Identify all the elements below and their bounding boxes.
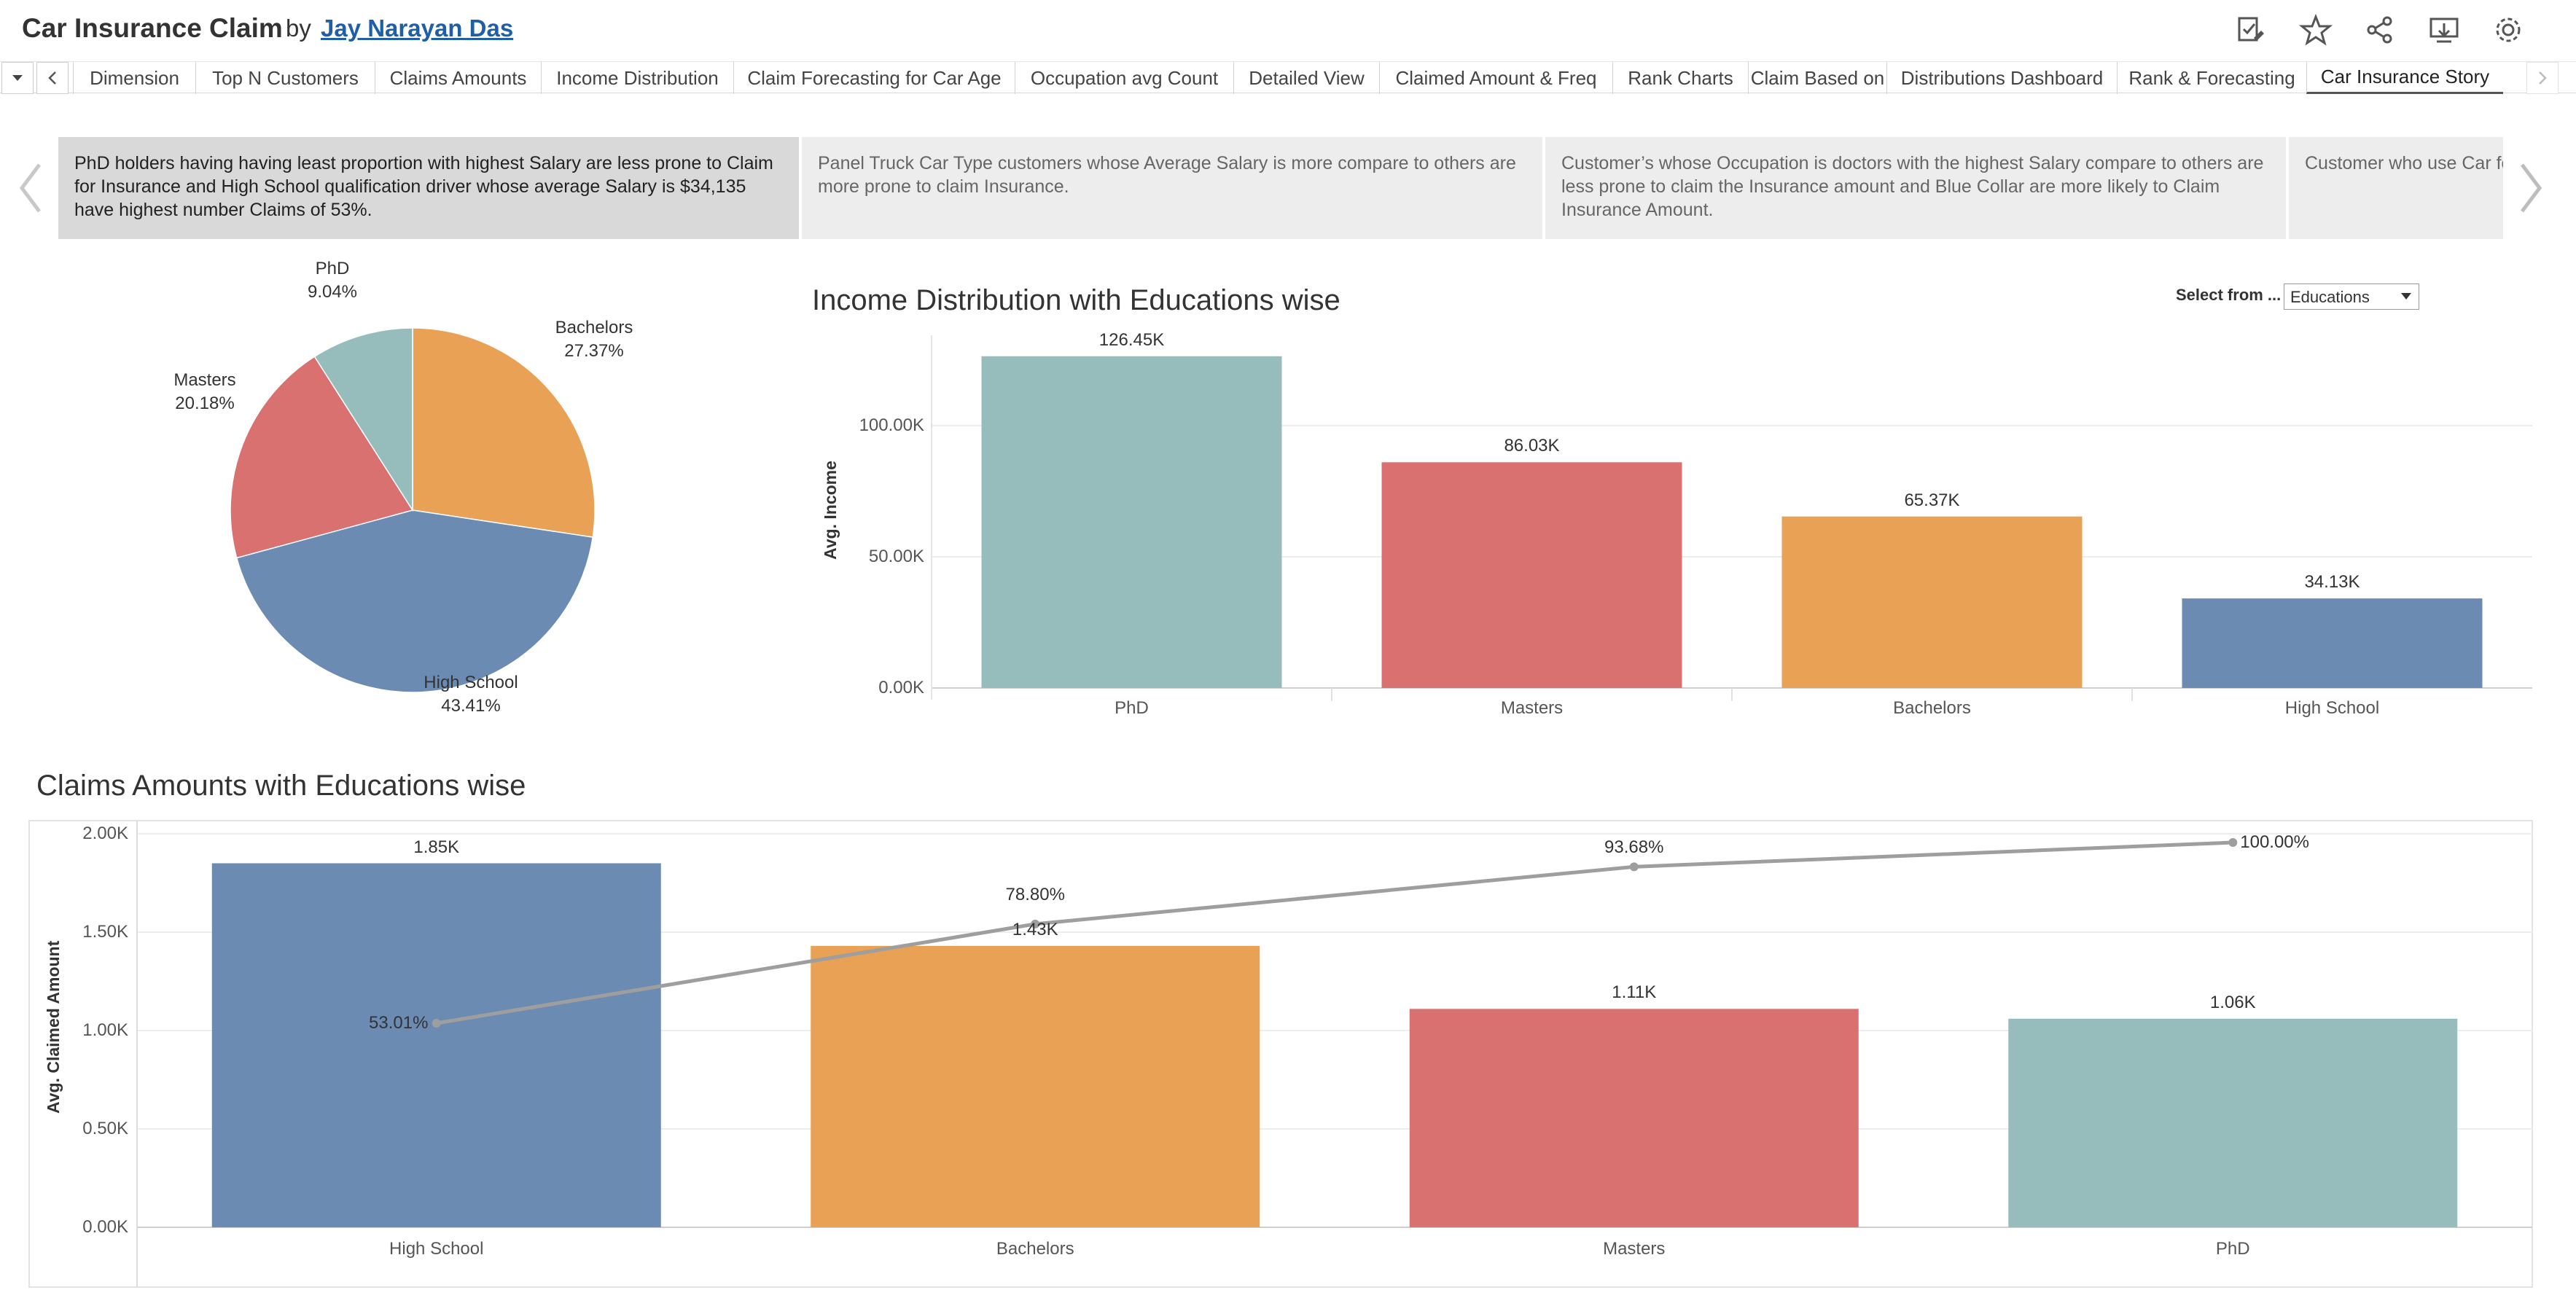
chevron-right-icon — [2539, 71, 2547, 85]
claims-line-point[interactable] — [2228, 838, 2238, 847]
story-point-3[interactable]: Customer’s whose Occupation is doctors w… — [1545, 137, 2286, 239]
dropdown-caret-icon — [2401, 293, 2411, 300]
income-value-phd: 126.45K — [1098, 329, 1165, 350]
education-filter-dropdown[interactable]: Educations — [2284, 284, 2419, 310]
tab-scroll-right[interactable] — [2526, 62, 2559, 94]
story-next-arrow[interactable] — [2516, 159, 2545, 217]
claims-y-tick: 0.00K — [82, 1217, 128, 1237]
claims-x-label-masters: Masters — [1603, 1239, 1666, 1259]
tab-distributions-dashboard[interactable]: Distributions Dashboard — [1886, 62, 2117, 94]
pie-slice-bachelors[interactable] — [412, 327, 596, 538]
claims-bar-bachelors[interactable] — [811, 945, 1260, 1227]
tab-occupation-avg-count[interactable]: Occupation avg Count — [1015, 62, 1233, 94]
pie-label-high-school: High School — [424, 673, 518, 692]
tab-detailed-view[interactable]: Detailed View — [1233, 62, 1379, 94]
income-value-masters: 86.03K — [1504, 436, 1560, 456]
story-point-1[interactable]: PhD holders having having least proporti… — [58, 137, 799, 239]
edit-copy-icon[interactable] — [2233, 13, 2267, 47]
pie-label-phd: PhD — [315, 259, 350, 278]
claims-line-point[interactable] — [1629, 862, 1639, 872]
income-x-label-high-school: High School — [2284, 698, 2380, 718]
income-y-axis-title: Avg. Income — [821, 461, 840, 560]
settings-icon[interactable] — [2491, 13, 2525, 47]
pie-label-bachelors: Bachelors — [555, 318, 633, 337]
pie-slice-phd[interactable] — [313, 327, 413, 512]
author-link[interactable]: Jay Narayan Das — [321, 15, 514, 42]
income-bar-high-school[interactable] — [2182, 598, 2483, 688]
tab-car-insurance-story[interactable]: Car Insurance Story — [2306, 62, 2503, 94]
star-icon[interactable] — [2298, 13, 2333, 47]
header: Car Insurance Claim by Jay Narayan Das — [0, 0, 2576, 60]
tab-claimed-amount-freq[interactable]: Claimed Amount & Freq — [1379, 62, 1612, 94]
share-icon[interactable] — [2363, 13, 2397, 47]
workbook-title: Car Insurance Claim — [22, 13, 283, 43]
tab-claim-forecasting-for-car-age[interactable]: Claim Forecasting for Car Age — [733, 62, 1015, 94]
claims-x-label-high-school: High School — [389, 1239, 484, 1259]
income-value-bachelors: 65.37K — [1904, 490, 1960, 510]
claims-y-tick: 2.00K — [82, 824, 128, 843]
income-bar-masters[interactable] — [1381, 462, 1682, 688]
income-bar-bachelors[interactable] — [1781, 516, 2083, 688]
income-chart-title: Income Distribution with Educations wise — [812, 284, 1340, 316]
tab-dimension[interactable]: Dimension — [73, 62, 195, 94]
income-x-label-masters: Masters — [1500, 698, 1564, 718]
story-prev-arrow[interactable] — [16, 159, 45, 217]
tab-rank-forecasting[interactable]: Rank & Forecasting — [2117, 62, 2306, 94]
income-y-tick: 50.00K — [868, 547, 924, 566]
claims-value-phd: 1.06K — [2209, 992, 2256, 1012]
claims-bar-phd[interactable] — [2008, 1018, 2458, 1227]
pie-percent-masters: 20.18% — [175, 394, 235, 413]
story-point-2[interactable]: Panel Truck Car Type customers whose Ave… — [802, 137, 1542, 239]
tab-scroll-left[interactable] — [36, 62, 69, 94]
claims-line-label: 100.00% — [2240, 832, 2309, 852]
chevron-left-icon — [48, 71, 56, 85]
pie-percent-high-school: 43.41% — [441, 696, 501, 716]
claims-line-label: 78.80% — [1005, 884, 1065, 904]
claims-bar-masters[interactable] — [1409, 1009, 1859, 1227]
tab-rank-charts[interactable]: Rank Charts — [1612, 62, 1748, 94]
claims-y-axis-title: Avg. Claimed Amount — [44, 940, 63, 1114]
income-value-high-school: 34.13K — [2304, 572, 2360, 593]
by-label: by — [286, 15, 311, 42]
pie-percent-phd: 9.04% — [307, 282, 358, 302]
claims-chart-frame — [28, 820, 2533, 1288]
tab-claims-amounts[interactable]: Claims Amounts — [375, 62, 541, 94]
claims-cumulative-line[interactable] — [436, 840, 2233, 1025]
download-icon[interactable] — [2427, 13, 2461, 47]
claims-line-point[interactable] — [1031, 919, 1040, 928]
claims-value-masters: 1.11K — [1612, 982, 1657, 1003]
filter-value: Educations — [2290, 288, 2370, 306]
claims-y-tick: 0.50K — [82, 1119, 128, 1138]
tab-menu-dropdown[interactable] — [1, 62, 34, 94]
income-x-label-phd: PhD — [1115, 698, 1149, 718]
sheet-tab-bar: Dimension Top N Customers Claims Amounts In… — [0, 61, 2576, 94]
claims-x-label-phd: PhD — [2215, 1239, 2250, 1259]
claims-value-bachelors: 1.43K — [1012, 919, 1058, 939]
tab-income-distribution[interactable]: Income Distribution — [541, 62, 733, 94]
pie-percent-bachelors: 27.37% — [564, 341, 624, 361]
education-pie-chart — [230, 327, 596, 693]
pie-slice-high-school[interactable] — [235, 509, 594, 693]
claims-line-label: 53.01% — [369, 1013, 429, 1033]
income-y-tick: 0.00K — [878, 678, 924, 697]
claims-line-point[interactable] — [432, 1019, 441, 1028]
claims-line-label: 93.68% — [1604, 837, 1664, 858]
income-x-label-bachelors: Bachelors — [1893, 698, 1971, 718]
income-bar-phd[interactable] — [981, 356, 1282, 688]
filter-label: Select from ... — [2176, 286, 2282, 304]
claims-bar-high-school[interactable] — [211, 863, 661, 1228]
claims-y-tick: 1.50K — [82, 922, 128, 942]
claims-y-tick: 1.00K — [82, 1020, 128, 1040]
claims-value-high-school: 1.85K — [413, 837, 460, 857]
pie-label-masters: Masters — [173, 370, 236, 390]
pie-slice-masters[interactable] — [230, 356, 414, 559]
caret-down-icon — [12, 75, 23, 81]
claims-chart-title: Claims Amounts with Educations wise — [36, 770, 526, 802]
tab-claim-based-on[interactable]: Claim Based on — [1748, 62, 1886, 94]
tab-top-n-customers[interactable]: Top N Customers — [195, 62, 375, 94]
income-y-tick: 100.00K — [859, 415, 924, 435]
story-point-4[interactable]: Customer who use Car fo — [2289, 137, 2503, 239]
claims-x-label-bachelors: Bachelors — [996, 1239, 1074, 1259]
